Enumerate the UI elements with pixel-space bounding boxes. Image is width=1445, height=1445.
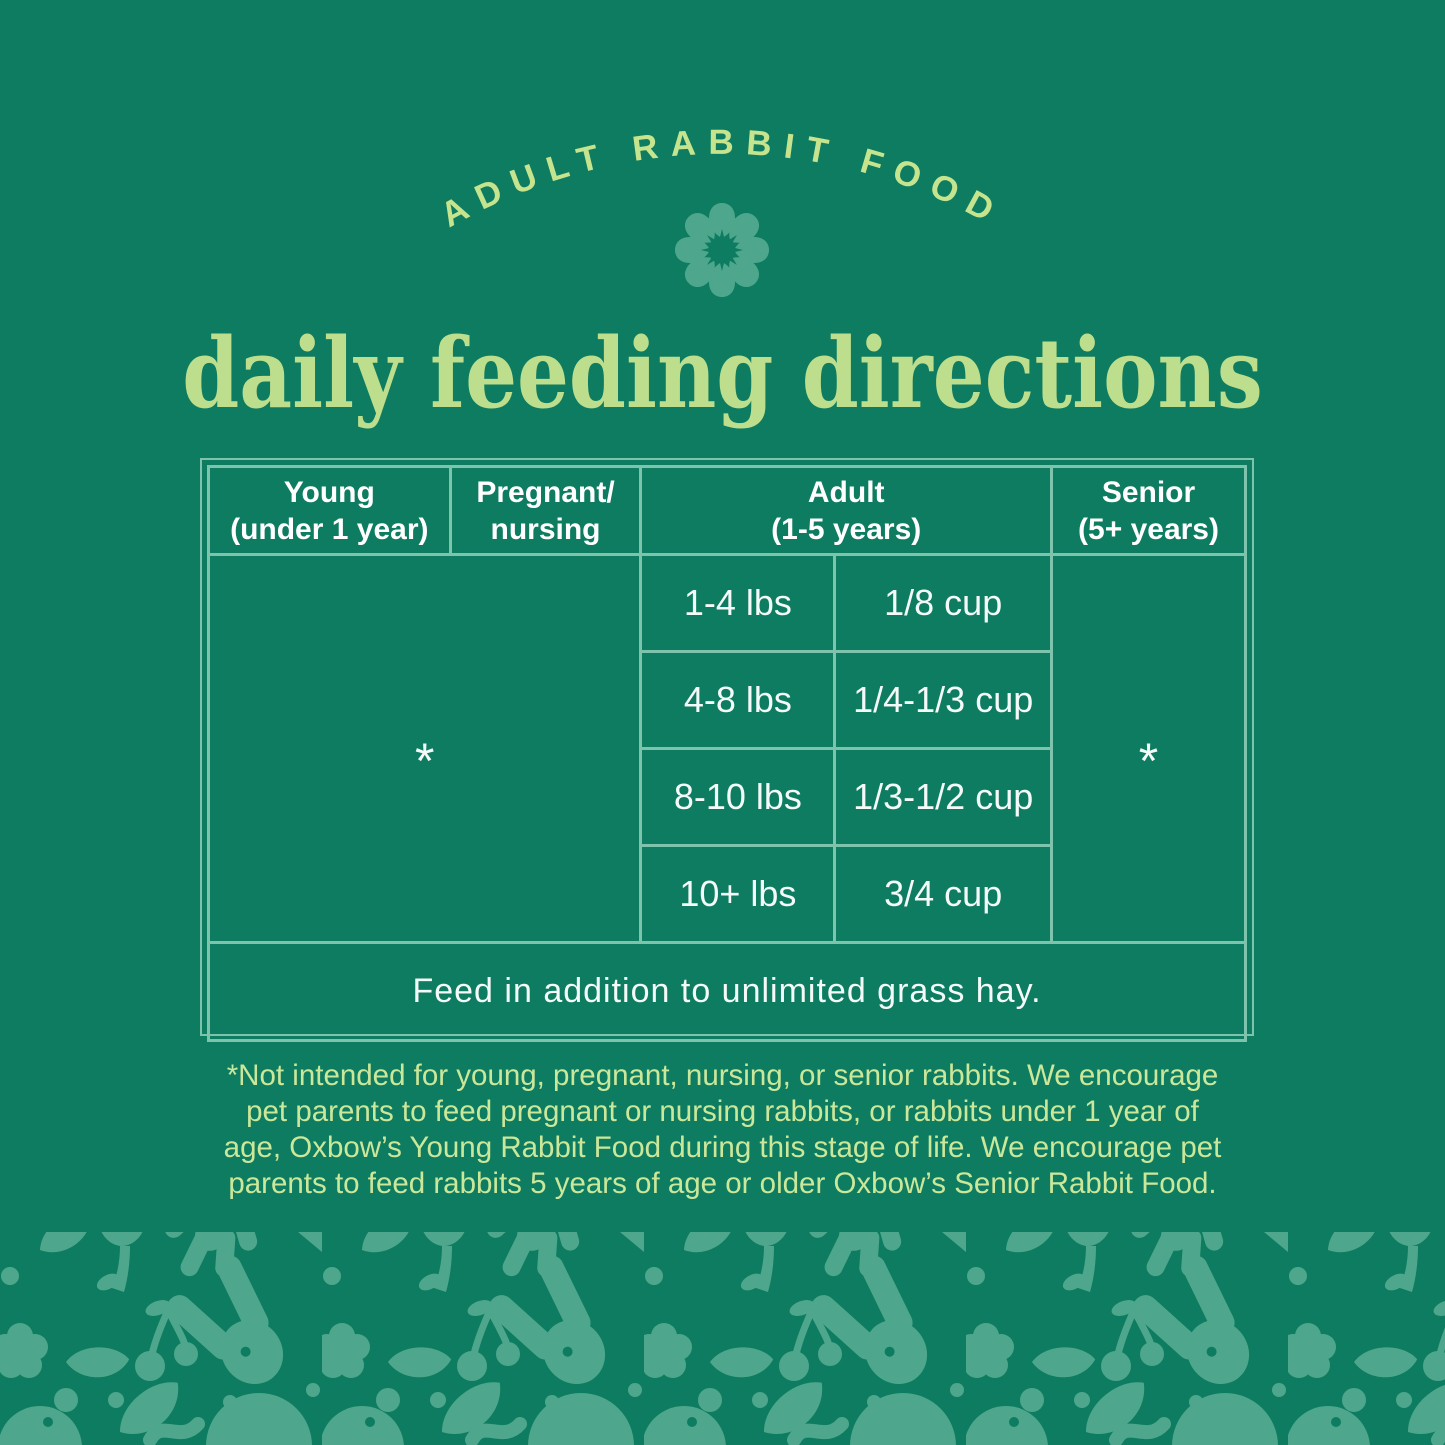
adult-weight-cell: 8-10 lbs <box>639 747 837 847</box>
hay-note-cell: Feed in addition to unlimited grass hay. <box>207 941 1247 1042</box>
header-young-line2: (under 1 year) <box>230 512 429 546</box>
flower-icon <box>675 203 769 297</box>
table-row: 8-10 lbs 1/3-1/2 cup <box>209 747 1246 847</box>
senior-asterisk-cell: * <box>1050 553 1247 944</box>
decorative-pattern <box>0 1232 1445 1445</box>
feeding-table-grid: Young (under 1 year) Pregnant/ nursing A… <box>206 465 1247 1042</box>
young-pregnant-asterisk-cell: * <box>206 553 643 944</box>
footnote-line-4: parents to feed rabbits 5 years of age o… <box>228 1167 1217 1200</box>
page-title: daily feeding directions <box>182 317 1263 430</box>
footnote-line-1: *Not intended for young, pregnant, nursi… <box>226 1059 1219 1092</box>
adult-amount-cell: 1/4-1/3 cup <box>833 650 1054 750</box>
column-header-pregnant: Pregnant/ nursing <box>448 465 643 556</box>
asterisk: * <box>1138 732 1159 789</box>
flower-center-star <box>701 229 743 271</box>
header-adult-line1: Adult <box>807 475 885 509</box>
header-young-line1: Young <box>283 475 375 509</box>
table-row: * 1-4 lbs 1/8 cup * <box>206 553 1247 944</box>
header-pregnant-line1: Pregnant/ <box>476 475 615 509</box>
feeding-table: Young (under 1 year) Pregnant/ nursing A… <box>200 458 1254 1042</box>
adult-amount-cell: 3/4 cup <box>833 844 1054 944</box>
column-header-senior: Senior (5+ years) <box>1050 465 1247 556</box>
header-senior-line2: (5+ years) <box>1078 512 1219 546</box>
table-header-row: Young (under 1 year) Pregnant/ nursing A… <box>207 465 1247 556</box>
adult-weight-cell: 10+ lbs <box>639 844 837 944</box>
table-row: 4-8 lbs 1/4-1/3 cup <box>209 650 1246 750</box>
adult-weight-cell: 4-8 lbs <box>639 650 837 750</box>
footnote-line-2: pet parents to feed pregnant or nursing … <box>246 1095 1199 1128</box>
column-header-adult: Adult (1-5 years) <box>639 465 1054 556</box>
table-footer-row: Feed in addition to unlimited grass hay. <box>207 941 1247 1042</box>
adult-amount-cell: 1/3-1/2 cup <box>833 747 1054 847</box>
adult-amount-cell: 1/8 cup <box>833 553 1054 653</box>
header-senior-line1: Senior <box>1101 475 1196 509</box>
table-row: 10+ lbs 3/4 cup <box>209 844 1246 944</box>
asterisk: * <box>414 732 435 789</box>
header-adult-line2: (1-5 years) <box>771 512 922 546</box>
footnote: *Not intended for young, pregnant, nursi… <box>224 1058 1222 1202</box>
header-pregnant-line2: nursing <box>490 512 601 546</box>
adult-weight-cell: 1-4 lbs <box>639 553 837 653</box>
column-header-young: Young (under 1 year) <box>207 465 452 556</box>
footnote-line-3: age, Oxbow’s Young Rabbit Food during th… <box>223 1131 1222 1164</box>
